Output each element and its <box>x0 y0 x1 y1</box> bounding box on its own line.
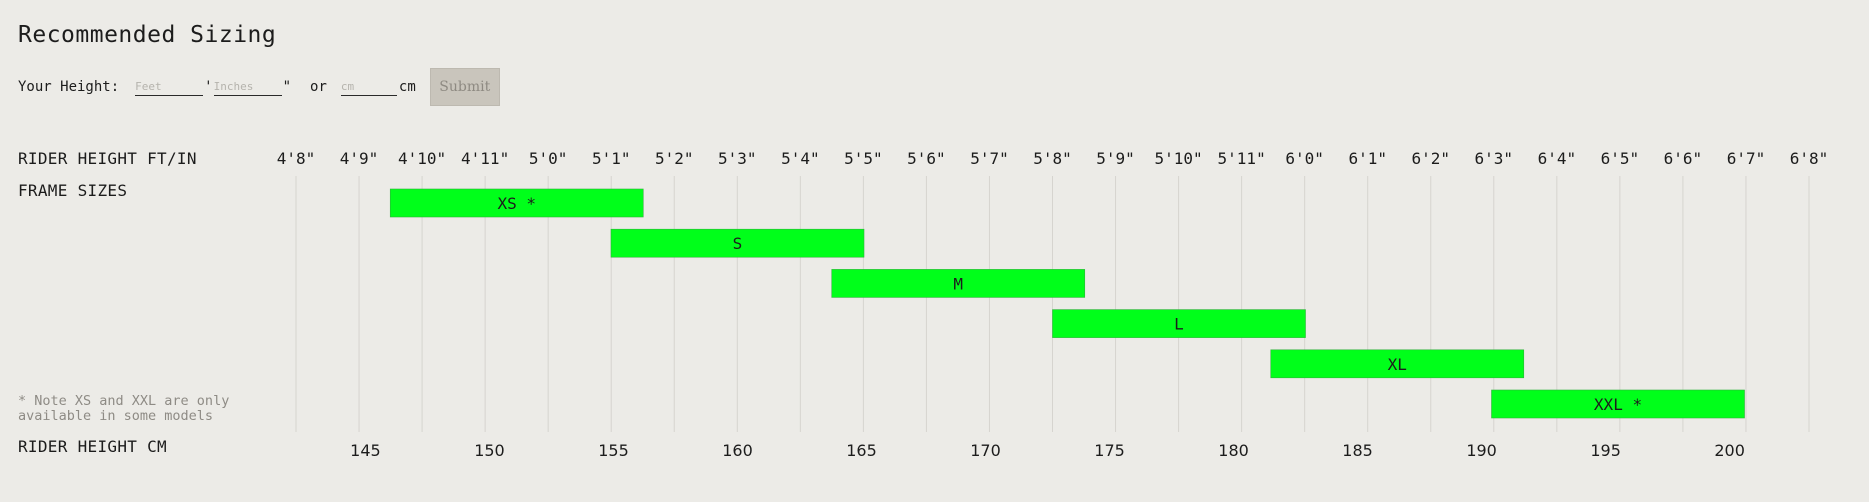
ft-in-row-label: RIDER HEIGHT FT/IN <box>18 149 197 168</box>
frame-size-bar <box>1491 389 1745 419</box>
ft-in-tick-label: 6'5" <box>1601 149 1640 168</box>
height-input-row: Your Height: ' " or cm Submit <box>18 68 500 106</box>
cm-tick-label: 150 <box>474 441 505 460</box>
cm-suffix: cm <box>398 79 416 95</box>
ft-in-tick-label: 6'3" <box>1475 149 1514 168</box>
cm-tick-label: 170 <box>970 441 1001 460</box>
or-label: or <box>310 79 327 95</box>
ft-in-tick-label: 6'6" <box>1664 149 1703 168</box>
cm-tick-label: 180 <box>1218 441 1249 460</box>
ft-in-tick-label: 5'1" <box>592 149 631 168</box>
ft-in-tick-label: 5'9" <box>1096 149 1135 168</box>
ft-in-tick-label: 4'10" <box>398 149 446 168</box>
your-height-label: Your Height: <box>18 79 120 95</box>
cm-tick-label: 155 <box>598 441 629 460</box>
ft-in-tick-label: 5'6" <box>907 149 946 168</box>
ft-in-tick-label: 5'2" <box>655 149 694 168</box>
ft-in-tick-label: 5'7" <box>970 149 1009 168</box>
cm-tick-label: 190 <box>1466 441 1497 460</box>
frame-size-bar-label: XXL * <box>1594 395 1642 414</box>
submit-button[interactable]: Submit <box>429 68 500 106</box>
ft-in-tick-label: 4'11" <box>461 149 509 168</box>
cm-input[interactable] <box>340 78 397 96</box>
inches-input[interactable] <box>213 78 282 96</box>
cm-row-label: RIDER HEIGHT CM <box>18 437 167 456</box>
ft-in-tick-label: 5'8" <box>1033 149 1072 168</box>
cm-tick-label: 200 <box>1714 441 1745 460</box>
availability-note: * Note XS and XXL are only available in … <box>18 393 230 424</box>
cm-tick-label: 175 <box>1094 441 1125 460</box>
cm-tick-label: 185 <box>1342 441 1373 460</box>
ft-in-tick-label: 4'8" <box>277 149 316 168</box>
ft-in-tick-label: 5'10" <box>1154 149 1202 168</box>
ft-in-tick-label: 5'11" <box>1218 149 1266 168</box>
cm-tick-label: 165 <box>846 441 877 460</box>
frame-size-bar <box>831 269 1086 298</box>
ft-in-tick-label: 4'9" <box>340 149 379 168</box>
ft-in-tick-label: 5'4" <box>781 149 820 168</box>
frame-size-bar <box>1270 349 1525 379</box>
inches-suffix: " <box>282 79 292 95</box>
cm-tick-label: 145 <box>350 441 381 460</box>
frame-size-bar <box>389 188 644 218</box>
ft-in-tick-label: 6'2" <box>1411 149 1450 168</box>
frame-sizes-label: FRAME SIZES <box>18 181 128 200</box>
ft-in-tick-label: 6'1" <box>1348 149 1387 168</box>
ft-in-tick-label: 6'8" <box>1790 149 1829 168</box>
page-title: Recommended Sizing <box>18 22 277 48</box>
frame-size-bar-label: L <box>1174 315 1184 334</box>
frame-size-bar <box>1052 309 1306 338</box>
frame-size-bar-label: XS * <box>497 194 536 213</box>
feet-input[interactable] <box>135 78 204 96</box>
ft-in-tick-label: 5'3" <box>718 149 757 168</box>
cm-tick-label: 160 <box>722 441 753 460</box>
ft-in-tick-label: 5'5" <box>844 149 883 168</box>
frame-size-bar-label: M <box>953 274 963 293</box>
ft-in-tick-label: 5'0" <box>529 149 568 168</box>
frame-size-bar <box>610 228 865 258</box>
ft-in-tick-label: 6'0" <box>1285 149 1324 168</box>
feet-suffix: ' <box>204 79 213 95</box>
frame-size-bar-label: XL <box>1388 355 1407 374</box>
frame-size-bar-label: S <box>733 234 743 253</box>
ft-in-tick-label: 6'7" <box>1727 149 1766 168</box>
ft-in-tick-label: 6'4" <box>1538 149 1577 168</box>
cm-tick-label: 195 <box>1590 441 1621 460</box>
